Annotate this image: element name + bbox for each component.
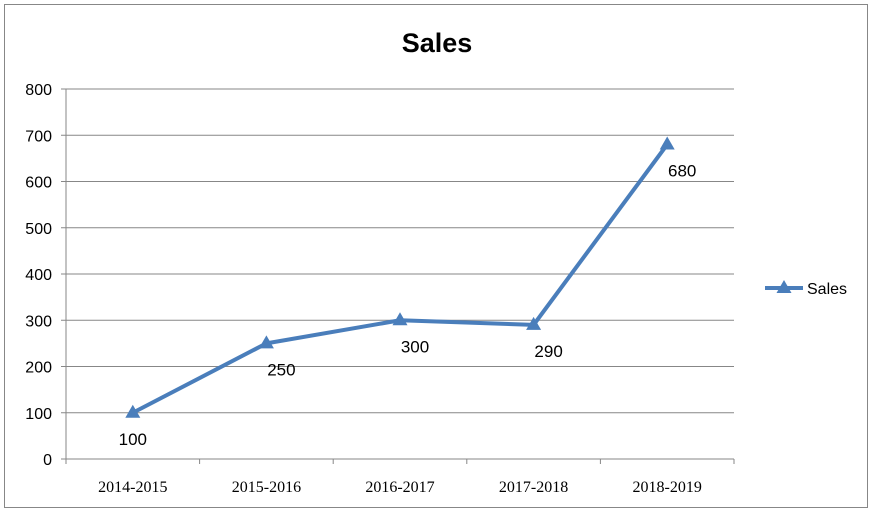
y-tick-label: 0	[43, 452, 52, 469]
data-point-marker	[125, 404, 141, 418]
y-tick-label: 400	[25, 267, 52, 284]
legend-entry-sales: Sales	[807, 281, 847, 298]
data-point-marker	[392, 312, 408, 326]
chart-frame	[4, 4, 868, 508]
y-axis-ticks: 0 100 200 300 400 500 600 700 800	[25, 82, 66, 469]
data-label: 100	[119, 430, 147, 449]
x-tick-label: 2014-2015	[98, 479, 167, 496]
y-tick-label: 600	[25, 175, 52, 192]
x-tick-label: 2015-2016	[232, 479, 301, 496]
legend-marker	[776, 280, 792, 293]
x-axis-ticks: 2014-2015 2015-2016 2016-2017 2017-2018 2018…	[65, 459, 735, 496]
y-tick-label: 700	[25, 128, 52, 145]
series-line-sales	[131, 143, 669, 415]
y-tick-label: 100	[25, 406, 52, 423]
data-label: 290	[534, 342, 562, 361]
chart-title: Sales	[402, 28, 473, 58]
data-point-marker	[526, 316, 542, 330]
x-tick-label: 2016-2017	[365, 479, 434, 496]
y-tick-label: 200	[25, 360, 52, 377]
x-tick-label: 2017-2018	[499, 479, 568, 496]
x-tick-label: 2018-2019	[633, 479, 702, 496]
y-tick-label: 500	[25, 221, 52, 238]
y-tick-label: 800	[25, 82, 52, 99]
data-label: 250	[267, 360, 295, 379]
data-label: 300	[401, 337, 429, 356]
gridlines	[66, 88, 734, 414]
data-point-marker	[258, 335, 274, 349]
legend: Sales	[765, 280, 847, 298]
data-label: 680	[668, 162, 696, 181]
series-group	[125, 136, 675, 418]
data-labels: 100 250 300 290 680	[119, 162, 697, 449]
data-point-marker	[659, 136, 675, 150]
y-tick-label: 300	[25, 313, 52, 330]
